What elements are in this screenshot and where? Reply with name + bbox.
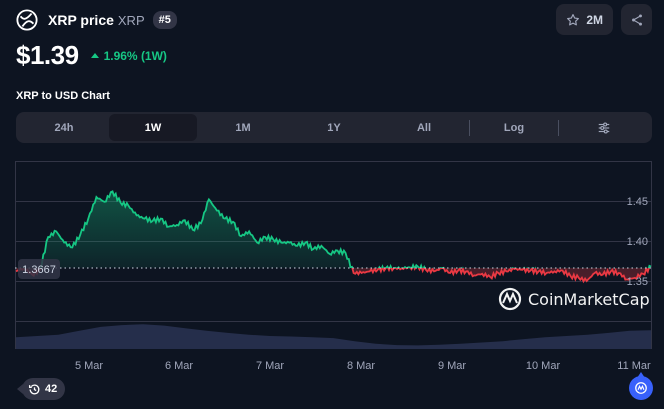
price-row: $1.39 1.96% (1W) [16,40,167,71]
baseline-label: 1.3667 [18,259,60,279]
x-axis: 5 Mar 6 Mar 7 Mar 8 Mar 9 Mar 10 Mar 11 Mar [75,360,651,372]
svg-text:1.40: 1.40 [627,236,648,248]
range-all[interactable]: All [416,121,432,134]
price-value: $1.39 [16,40,79,70]
arrow-up-icon [90,53,99,58]
svg-text:10 Mar: 10 Mar [526,360,561,372]
coin-name: XRP price [48,12,114,28]
svg-text:1.35: 1.35 [627,276,648,288]
y-axis: 1.35 1.40 1.45 [627,196,648,288]
svg-text:5 Mar: 5 Mar [75,360,103,372]
svg-text:8 Mar: 8 Mar [347,360,375,372]
rank-badge: #5 [152,11,177,29]
svg-text:1.45: 1.45 [627,196,648,208]
sliders-icon [598,121,610,134]
divider [558,119,559,136]
divider [469,119,470,136]
svg-text:1.3667: 1.3667 [22,264,56,276]
range-selector: 24h 1W 1M 1Y All Log [16,112,652,143]
coin-symbol: XRP [117,12,145,28]
price-change: 1.96% (1W) [90,48,167,63]
cmc-chat-icon [635,382,647,394]
chart-title: XRP to USD Chart [16,90,110,102]
range-1y[interactable]: 1Y [327,121,341,134]
svg-text:7 Mar: 7 Mar [256,360,284,372]
range-1w[interactable]: 1W [109,114,197,141]
cmc-chat-button[interactable] [629,372,653,400]
top-actions: 2M [556,4,652,35]
history-count: 42 [45,383,58,395]
log-toggle[interactable]: Log [503,121,525,134]
price-change-text: 1.96% (1W) [103,48,167,63]
svg-text:11 Mar: 11 Mar [617,360,651,372]
share-icon [631,13,642,26]
svg-text:6 Mar: 6 Mar [165,360,193,372]
watchlist-count: 2M [586,12,603,27]
history-badge[interactable]: 42 [16,378,66,400]
range-24h[interactable]: 24h [54,121,74,134]
svg-text:CoinMarketCap: CoinMarketCap [528,290,650,309]
star-icon [567,13,580,25]
volume-area [16,324,651,349]
watchlist-button[interactable]: 2M [556,4,613,35]
coin-header: XRP price XRP #5 [16,9,177,31]
history-icon [28,383,40,394]
xrp-logo-icon [16,9,38,31]
price-chart[interactable]: 1.35 1.40 1.45 5 Mar 6 Mar 7 Mar 8 Mar 9 Mar 10… [0,150,664,409]
coinmarketcap-watermark: CoinMarketCap [498,287,650,311]
svg-text:9 Mar: 9 Mar [438,360,466,372]
range-1m[interactable]: 1M [235,121,251,134]
price-line [15,190,652,284]
share-button[interactable] [621,4,652,35]
chart-settings-button[interactable] [559,114,649,141]
